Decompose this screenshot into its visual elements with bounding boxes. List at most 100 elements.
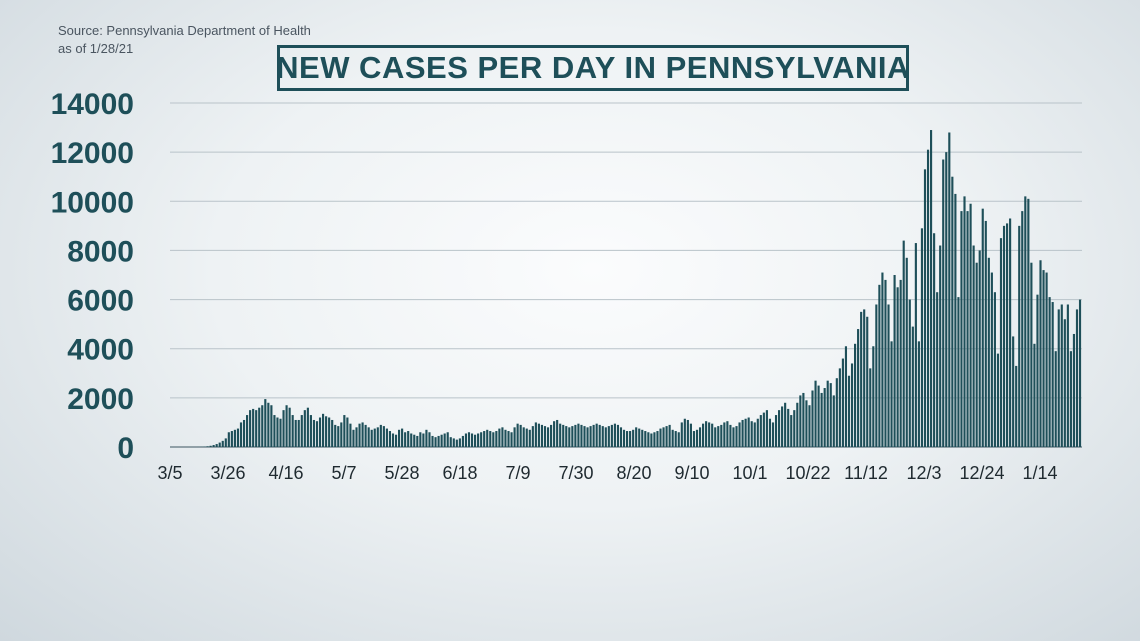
bar [981, 208, 984, 447]
bar [999, 238, 1003, 447]
bar [902, 240, 905, 447]
bar [221, 440, 224, 447]
bar [461, 435, 464, 447]
bar [632, 429, 635, 447]
y-axis-labels: 0 2000 4000 6000 8000 10000 12000 14000 [51, 88, 134, 465]
bar [1002, 225, 1006, 447]
bar [781, 406, 784, 447]
bar [686, 419, 689, 447]
bar [705, 421, 708, 447]
bar [942, 159, 945, 447]
bar [768, 418, 772, 447]
bar [443, 433, 446, 447]
bar [346, 417, 349, 447]
x-tick-label: 1/14 [1022, 463, 1057, 483]
x-tick-label: 10/22 [785, 463, 830, 483]
bar [923, 169, 927, 447]
bar [355, 427, 358, 447]
bar [638, 428, 641, 447]
bar [884, 279, 887, 447]
bar [911, 326, 914, 447]
bar [835, 378, 838, 447]
bar [616, 424, 620, 447]
bar [1030, 262, 1033, 447]
bar [413, 434, 416, 447]
as-of-date: as of 1/28/21 [58, 41, 134, 56]
bar [650, 433, 653, 447]
bar [1078, 299, 1082, 447]
bar [887, 304, 890, 447]
x-tick-label: 3/26 [210, 463, 245, 483]
bar [814, 380, 817, 447]
bar [747, 417, 750, 447]
bar [595, 423, 598, 447]
bars [197, 130, 1082, 448]
x-tick-label: 7/30 [558, 463, 593, 483]
bar [908, 299, 911, 447]
bar [665, 426, 668, 447]
bar [507, 431, 510, 447]
bar [407, 431, 410, 447]
bar [233, 429, 236, 447]
bar [242, 419, 246, 447]
bar [963, 196, 966, 447]
bar [996, 353, 1000, 447]
bar [774, 415, 778, 447]
bar [379, 424, 382, 447]
bar [841, 358, 844, 447]
bar [1063, 319, 1066, 447]
bar [607, 426, 610, 447]
bar [1057, 309, 1060, 447]
bar [486, 429, 489, 447]
x-tick-label: 7/9 [505, 463, 530, 483]
bar [629, 431, 632, 447]
bar [455, 439, 458, 447]
bar [349, 423, 352, 447]
bar [252, 408, 255, 447]
bar [489, 431, 492, 447]
bar [416, 435, 419, 447]
bar [373, 428, 376, 447]
bar [984, 220, 987, 447]
bar [644, 431, 647, 447]
bar [805, 400, 808, 447]
bar [1060, 304, 1063, 447]
bar [589, 426, 592, 447]
bar [513, 427, 516, 447]
x-axis-labels: 3/5 3/26 4/16 5/7 5/28 6/18 7/9 7/30 8/20 9/10 10/… [157, 463, 1057, 483]
source-line: Source: Pennsylvania Department of Healt… [58, 23, 311, 38]
bar [440, 434, 443, 447]
bar [978, 250, 981, 447]
bar [285, 405, 288, 447]
bar [966, 211, 969, 447]
bar [936, 292, 939, 447]
bar [854, 343, 857, 447]
bar [282, 410, 285, 447]
bar [452, 438, 455, 447]
bar [467, 432, 471, 447]
bar [689, 423, 692, 447]
bar [829, 383, 832, 447]
bar [881, 272, 884, 447]
bar [434, 437, 437, 447]
bar [668, 424, 671, 447]
bar [787, 408, 790, 447]
bar [218, 442, 221, 447]
bar [926, 149, 930, 447]
y-tick-label: 2000 [67, 383, 134, 416]
bar [990, 272, 993, 447]
bar [559, 423, 562, 447]
bar [920, 228, 924, 447]
bar [583, 426, 586, 447]
bar [470, 433, 474, 447]
x-tick-label: 4/16 [268, 463, 303, 483]
bar [729, 424, 732, 447]
bar [391, 433, 395, 447]
bar [863, 309, 866, 447]
bar [987, 257, 990, 447]
bar [975, 262, 978, 447]
bar [534, 422, 537, 447]
bar [893, 275, 896, 447]
bar [288, 407, 291, 447]
bar [522, 427, 525, 447]
